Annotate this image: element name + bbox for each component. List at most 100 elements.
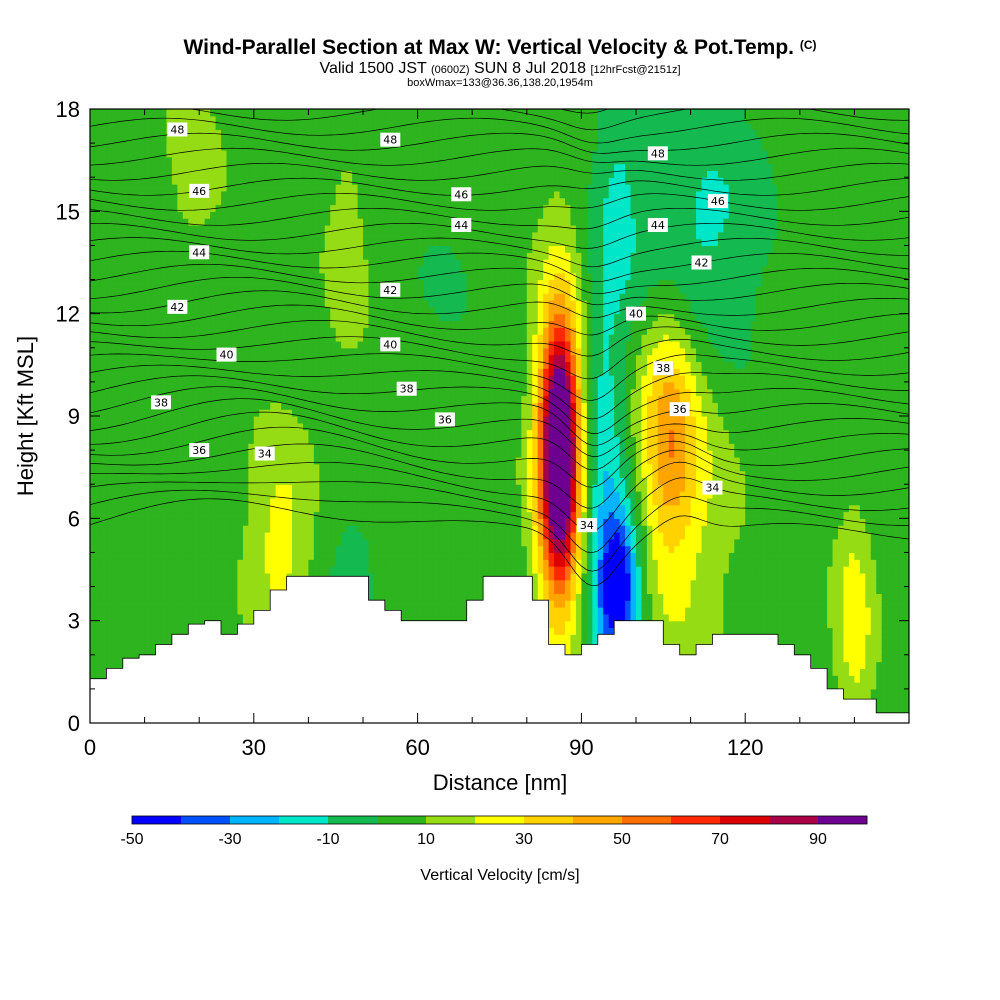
velocity-cell bbox=[155, 429, 162, 438]
velocity-cell bbox=[95, 661, 102, 670]
velocity-cell bbox=[133, 395, 140, 403]
velocity-cell bbox=[95, 416, 102, 424]
velocity-cell bbox=[248, 375, 255, 383]
velocity-cell bbox=[106, 613, 113, 622]
velocity-cell bbox=[368, 347, 375, 356]
velocity-cell bbox=[215, 224, 222, 233]
velocity-cell bbox=[139, 334, 146, 342]
velocity-cell bbox=[270, 115, 277, 124]
velocity-cell bbox=[133, 552, 140, 560]
velocity-cell bbox=[177, 586, 184, 594]
velocity-cell bbox=[139, 409, 146, 417]
velocity-cell bbox=[248, 381, 255, 390]
velocity-cell bbox=[259, 170, 266, 178]
velocity-cell bbox=[171, 559, 178, 567]
velocity-cell bbox=[95, 306, 102, 315]
velocity-cell bbox=[253, 197, 260, 206]
velocity-cell bbox=[117, 361, 124, 369]
velocity-cell bbox=[188, 327, 195, 335]
velocity-cell bbox=[313, 375, 320, 383]
velocity-cell bbox=[281, 347, 288, 356]
velocity-cell bbox=[150, 518, 157, 526]
velocity-cell bbox=[100, 340, 107, 349]
velocity-cell bbox=[177, 224, 184, 233]
velocity-cell bbox=[313, 566, 320, 574]
velocity-cell bbox=[341, 375, 348, 383]
velocity-cell bbox=[302, 272, 309, 281]
velocity-cell bbox=[188, 491, 195, 499]
velocity-cell bbox=[155, 245, 162, 253]
velocity-cell bbox=[95, 668, 102, 676]
velocity-cell bbox=[117, 436, 124, 444]
velocity-cell bbox=[275, 375, 282, 383]
velocity-cell bbox=[95, 259, 102, 267]
velocity-cell bbox=[221, 129, 228, 137]
velocity-cell bbox=[144, 545, 151, 554]
velocity-cell bbox=[237, 470, 244, 478]
velocity-cell bbox=[188, 320, 195, 328]
velocity-cell bbox=[122, 545, 129, 554]
velocity-cell bbox=[171, 381, 178, 390]
velocity-cell bbox=[150, 552, 157, 560]
velocity-cell bbox=[253, 115, 260, 124]
velocity-cell bbox=[335, 109, 342, 117]
velocity-cell bbox=[122, 122, 129, 131]
velocity-cell bbox=[106, 627, 113, 635]
velocity-cell bbox=[363, 170, 370, 178]
velocity-cell bbox=[221, 511, 228, 519]
velocity-cell bbox=[264, 470, 271, 478]
velocity-cell bbox=[259, 395, 266, 403]
velocity-cell bbox=[117, 300, 124, 308]
velocity-cell bbox=[144, 381, 151, 390]
velocity-cell bbox=[106, 170, 113, 178]
velocity-cell bbox=[281, 361, 288, 369]
velocity-cell bbox=[253, 484, 260, 492]
velocity-cell bbox=[111, 211, 118, 219]
velocity-cell bbox=[357, 416, 364, 424]
velocity-cell bbox=[231, 149, 239, 158]
velocity-cell bbox=[100, 661, 107, 670]
velocity-cell bbox=[188, 463, 195, 472]
velocity-cell bbox=[292, 361, 299, 369]
velocity-cell bbox=[270, 545, 277, 554]
velocity-cell bbox=[253, 184, 260, 192]
velocity-cell bbox=[122, 136, 129, 144]
velocity-cell bbox=[335, 286, 342, 294]
velocity-cell bbox=[182, 293, 189, 301]
velocity-cell bbox=[160, 470, 168, 478]
velocity-cell bbox=[90, 566, 97, 574]
velocity-cell bbox=[357, 559, 364, 567]
velocity-cell bbox=[193, 504, 200, 513]
velocity-cell bbox=[155, 224, 162, 233]
velocity-cell bbox=[210, 313, 217, 322]
velocity-cell bbox=[177, 402, 184, 410]
velocity-cell bbox=[297, 491, 304, 499]
velocity-cell bbox=[324, 354, 331, 363]
velocity-cell bbox=[100, 402, 107, 410]
velocity-cell bbox=[215, 586, 222, 594]
velocity-cell bbox=[352, 518, 359, 526]
velocity-cell bbox=[297, 511, 304, 519]
velocity-cell bbox=[335, 463, 342, 472]
velocity-cell bbox=[144, 497, 151, 506]
velocity-cell bbox=[122, 409, 129, 417]
velocity-cell bbox=[231, 218, 239, 226]
velocity-cell bbox=[210, 559, 217, 567]
velocity-cell bbox=[286, 484, 293, 492]
velocity-cell bbox=[313, 279, 320, 287]
velocity-cell bbox=[128, 463, 135, 472]
velocity-cell bbox=[177, 416, 184, 424]
velocity-cell bbox=[95, 320, 102, 328]
velocity-cell bbox=[270, 518, 277, 526]
velocity-cell bbox=[313, 109, 320, 117]
velocity-cell bbox=[346, 525, 353, 533]
velocity-cell bbox=[248, 170, 255, 178]
velocity-cell bbox=[281, 327, 288, 335]
velocity-cell bbox=[171, 484, 178, 492]
velocity-cell bbox=[341, 450, 348, 458]
velocity-cell bbox=[231, 395, 239, 403]
velocity-cell bbox=[117, 231, 124, 240]
velocity-cell bbox=[106, 149, 113, 158]
velocity-cell bbox=[221, 259, 228, 267]
velocity-cell bbox=[281, 313, 288, 322]
